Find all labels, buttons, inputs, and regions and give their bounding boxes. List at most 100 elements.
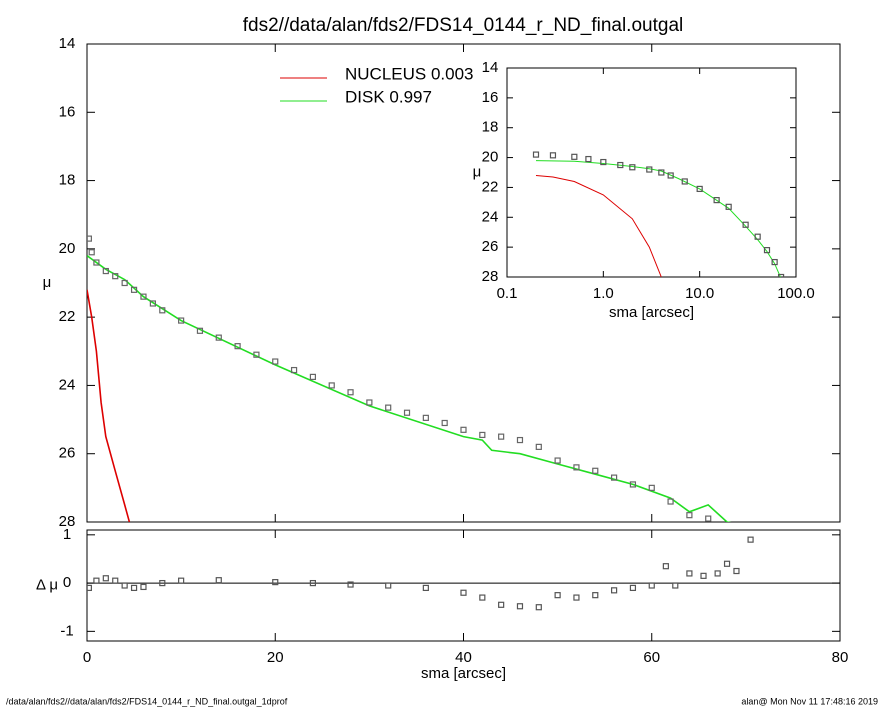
data-point: [629, 164, 636, 171]
data-point: [385, 582, 392, 589]
data-point: [460, 589, 467, 596]
data-point: [272, 579, 279, 586]
data-point: [610, 587, 618, 594]
data-point: [516, 603, 524, 610]
y-tick-label: 16: [59, 103, 76, 120]
data-point: [347, 389, 354, 396]
data-point: [149, 300, 156, 307]
y-tick-label: 28: [482, 268, 499, 285]
model-line: [535, 175, 662, 277]
y-tick-label: 26: [59, 445, 76, 462]
data-point: [629, 584, 637, 592]
data-point: [549, 152, 557, 159]
legend-label: NUCLEUS 0.003: [345, 64, 474, 83]
data-point: [328, 382, 335, 389]
data-point: [648, 484, 655, 491]
data-point: [700, 572, 707, 579]
data-point: [290, 366, 298, 374]
data-point: [140, 583, 147, 591]
data-point: [422, 414, 429, 421]
y-tick-label: 28: [59, 513, 76, 530]
data-point: [573, 464, 580, 471]
data-point: [585, 155, 592, 163]
legend-label: DISK 0.997: [345, 87, 432, 106]
data-point: [112, 577, 119, 584]
data-point: [571, 153, 578, 160]
y-tick-label: 14: [482, 59, 499, 76]
x-axis-label: sma [arcsec]: [609, 304, 694, 321]
data-point: [754, 233, 761, 240]
data-point: [629, 481, 637, 488]
data-point: [777, 273, 785, 277]
footer-left: /data/alan/fds2//data/alan/fds2/FDS14_01…: [6, 696, 288, 706]
x-tick-label: 80: [832, 649, 849, 666]
x-axis-label: sma [arcsec]: [421, 665, 506, 682]
data-point: [747, 536, 754, 543]
data-point: [479, 594, 486, 601]
data-point: [742, 221, 749, 228]
data-point: [498, 601, 505, 608]
data-point: [479, 431, 486, 439]
series-group: [87, 235, 732, 522]
y-axis-label: μ: [473, 163, 482, 180]
data-point: [648, 582, 655, 589]
data-point: [723, 560, 731, 567]
x-tick-label: 100.0: [777, 285, 815, 302]
x-tick-label: 10.0: [685, 285, 714, 302]
data-point: [93, 577, 100, 584]
y-tick-label: 16: [482, 89, 499, 106]
data-point: [366, 399, 373, 406]
data-point: [441, 419, 448, 427]
data-point: [87, 235, 92, 242]
data-point: [535, 604, 542, 611]
data-point: [87, 584, 92, 592]
data-point: [215, 577, 222, 584]
model-line: [87, 255, 732, 522]
data-point: [159, 307, 166, 314]
y-tick-label: 1: [63, 526, 71, 543]
data-point: [696, 185, 703, 193]
model-line: [535, 160, 781, 277]
y-tick-label: 22: [59, 308, 76, 325]
data-point: [385, 404, 392, 411]
y-tick-label: 26: [482, 238, 499, 255]
x-tick-label: 0: [83, 649, 91, 666]
data-point: [592, 467, 599, 474]
data-point: [403, 409, 411, 416]
series-group: [532, 151, 785, 277]
data-point: [600, 158, 607, 166]
data-point: [667, 498, 674, 505]
data-point: [130, 286, 138, 293]
data-point: [771, 258, 778, 266]
data-point: [272, 358, 279, 365]
data-point: [532, 151, 540, 158]
data-point: [573, 594, 580, 601]
series-group: [87, 536, 754, 611]
data-point: [347, 581, 354, 588]
data-point: [554, 592, 561, 599]
data-point: [178, 577, 185, 584]
data-point: [215, 334, 222, 341]
data-point: [713, 197, 720, 204]
data-point: [686, 512, 693, 519]
data-point: [234, 343, 241, 350]
y-tick-label: 18: [482, 119, 499, 136]
data-point: [121, 582, 128, 589]
y-tick-label: 18: [59, 172, 76, 189]
data-point: [617, 161, 624, 169]
data-point: [309, 579, 316, 587]
x-tick-label: 20: [267, 649, 284, 666]
y-tick-label: 0: [63, 574, 71, 591]
data-point: [498, 433, 505, 440]
data-point: [554, 457, 561, 464]
data-point: [196, 327, 204, 334]
data-point: [763, 247, 771, 254]
data-point: [140, 293, 147, 300]
data-point: [681, 178, 688, 185]
data-point: [102, 575, 109, 582]
data-point: [592, 592, 599, 599]
x-tick-label: 1.0: [593, 285, 614, 302]
data-point: [102, 267, 109, 275]
y-axis-label: μ: [43, 274, 52, 291]
data-point: [309, 373, 316, 380]
